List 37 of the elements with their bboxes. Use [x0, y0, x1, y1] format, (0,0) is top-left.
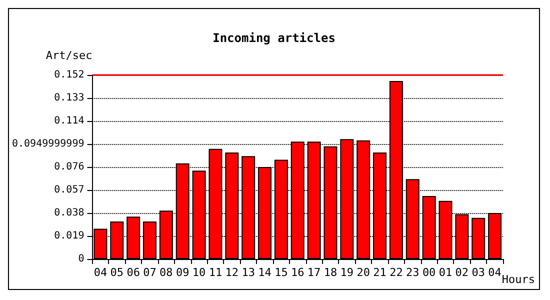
y-tick-label: 0.019 [54, 230, 84, 242]
y-axis-title: Art/sec [46, 49, 92, 62]
chart-title: Incoming articles [212, 31, 336, 45]
x-tick-label: 10 [192, 266, 206, 279]
x-tick-label: 03 [472, 266, 485, 279]
x-tick-label: 14 [258, 266, 272, 279]
y-tick-label: 0.114 [54, 116, 84, 126]
x-tick-label: 04 [94, 266, 108, 279]
x-tick-label: 01 [438, 266, 452, 279]
y-tick-label: 0.152 [54, 70, 84, 80]
x-tick-label: 16 [291, 266, 304, 279]
x-tick-label: 15 [274, 266, 288, 279]
y-tick-label: 0.133 [54, 92, 84, 104]
x-tick-label: 13 [242, 266, 255, 279]
y-tick-label: 0.076 [54, 162, 84, 172]
x-tick-label: 21 [373, 266, 386, 279]
x-tick-label: 00 [422, 266, 436, 279]
x-tick-label: 17 [307, 266, 321, 279]
x-tick-label: 22 [390, 266, 403, 279]
x-tick-label: 07 [143, 266, 156, 279]
x-tick-label: 18 [324, 266, 338, 279]
y-tick-label: 0.038 [54, 208, 84, 218]
x-tick-label: 08 [160, 266, 173, 279]
x-tick-label: 06 [126, 266, 140, 279]
x-tick-label: 12 [225, 266, 239, 279]
x-tick-label: 05 [110, 266, 124, 279]
y-tick-label: 0.057 [54, 184, 84, 196]
x-tick-label: 09 [176, 266, 190, 279]
x-tick-label: 20 [356, 266, 370, 279]
x-tick-label: 04 [488, 266, 502, 279]
y-tick-label: 0.0949999999 [12, 138, 84, 150]
x-tick-label: 02 [455, 266, 469, 279]
x-tick-label: 11 [208, 266, 222, 279]
x-tick-label: 19 [340, 266, 354, 279]
y-tick-label: 0 [78, 254, 84, 264]
x-tick-label: 23 [406, 266, 420, 279]
x-axis-title: Hours [502, 273, 536, 286]
